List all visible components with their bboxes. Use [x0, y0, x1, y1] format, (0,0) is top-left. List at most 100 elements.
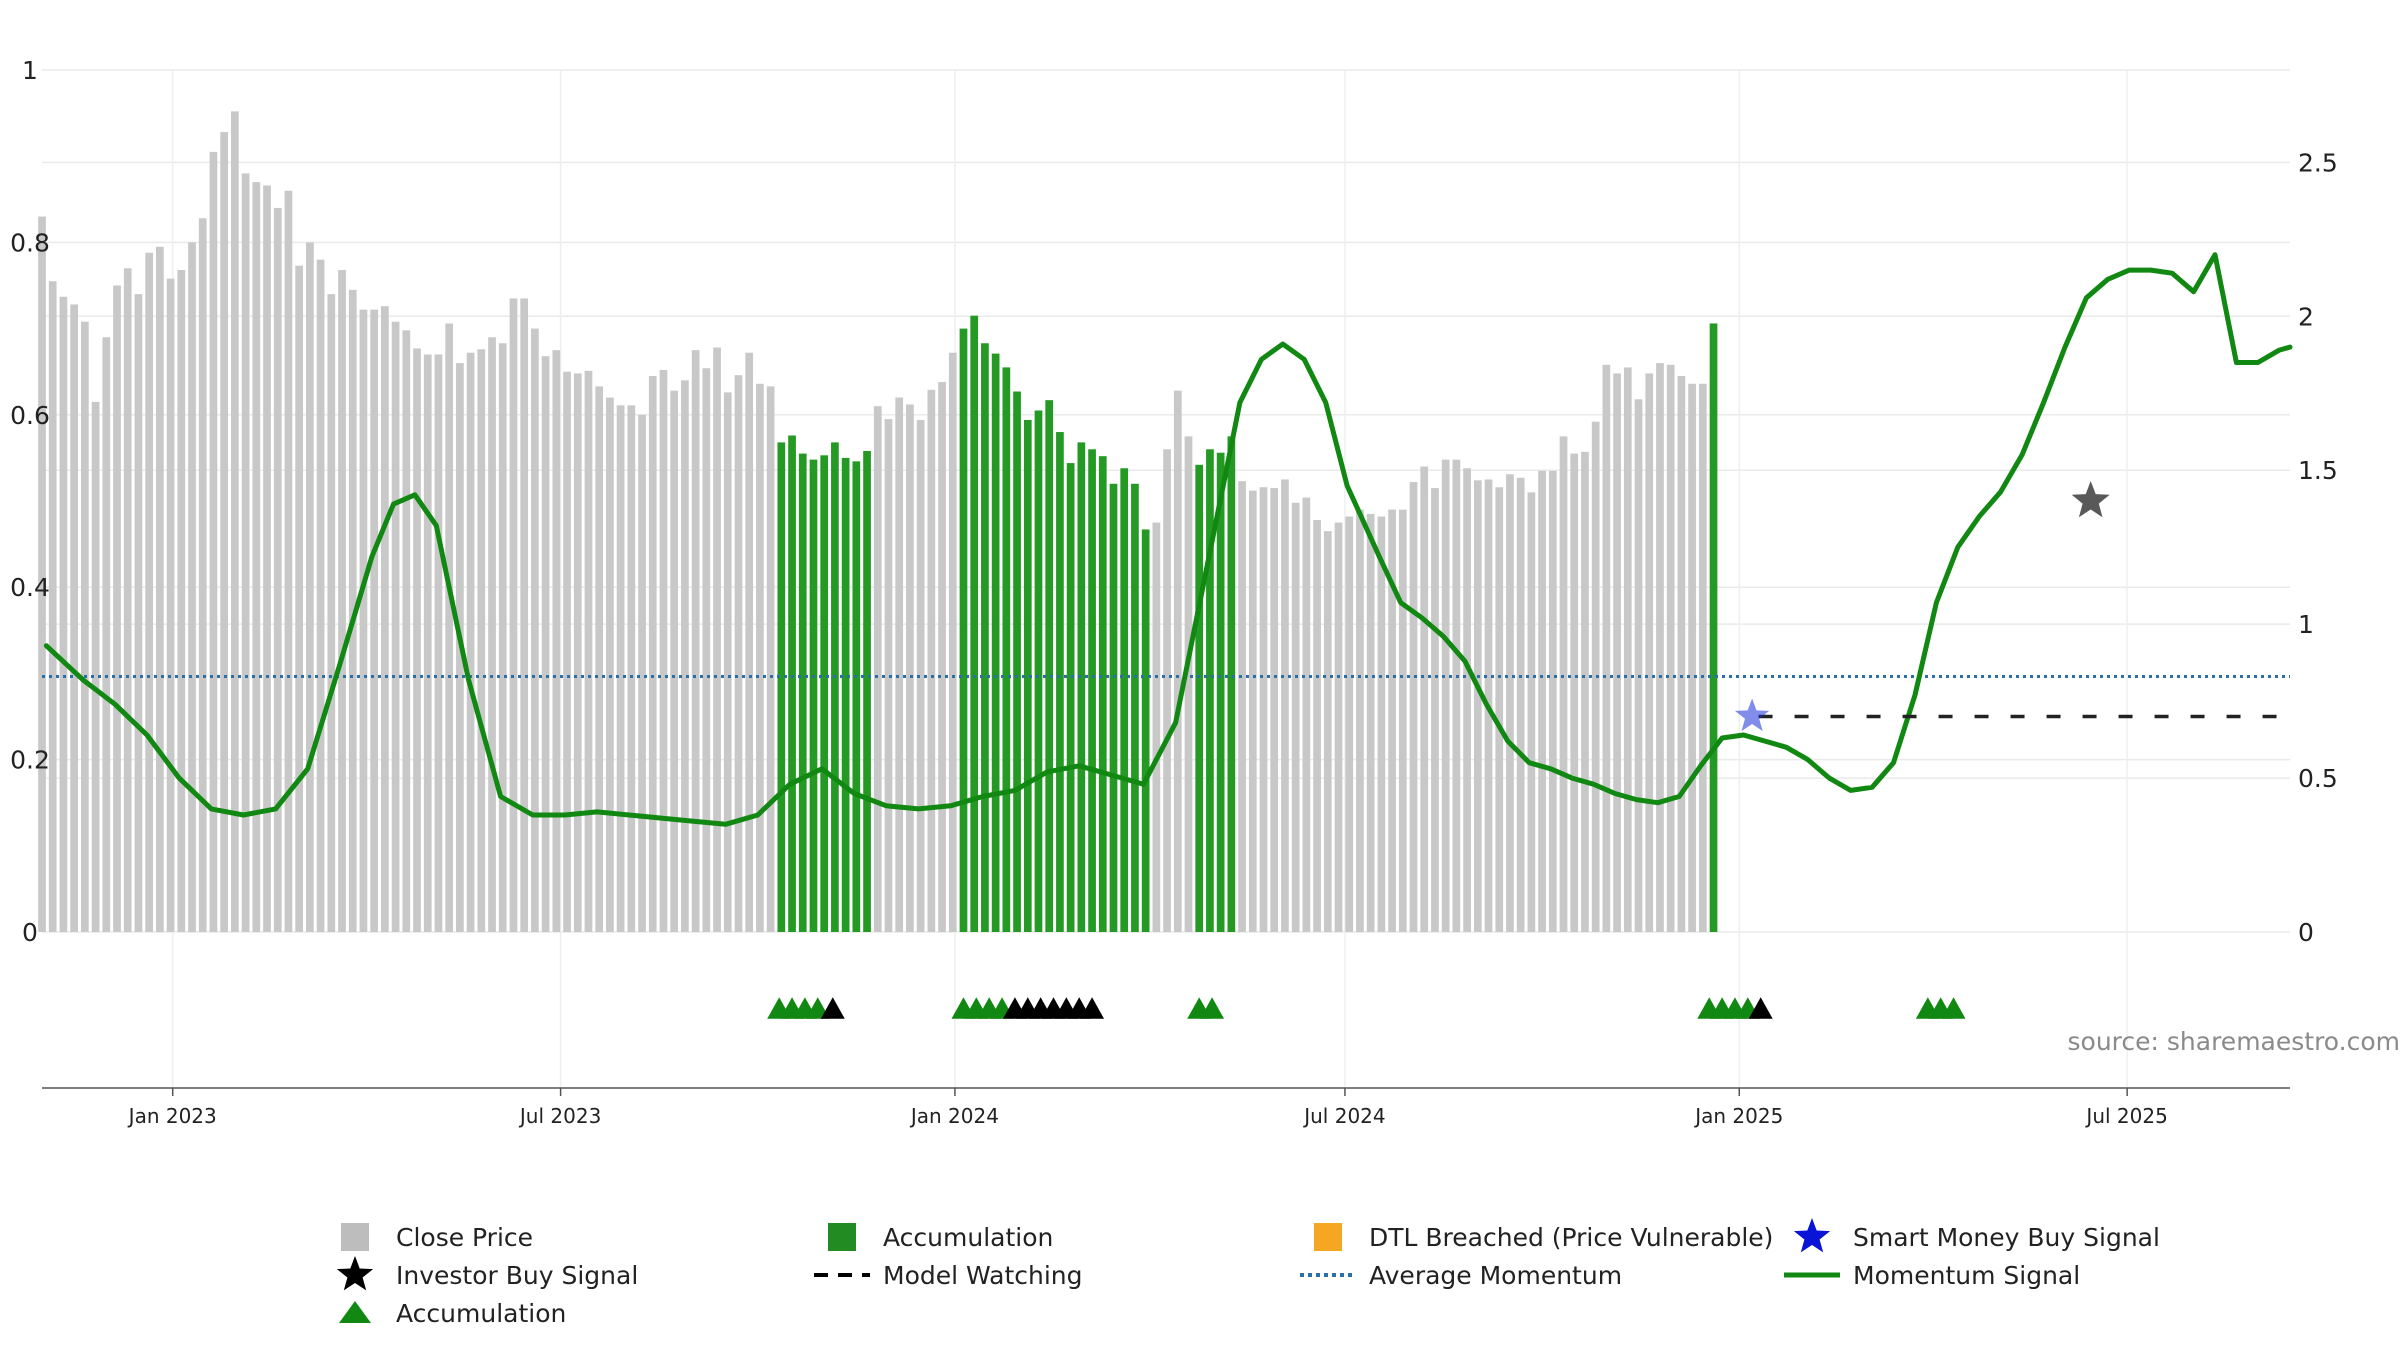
accumulation-bar: [1216, 452, 1225, 932]
x-tick-label: Jul 2023: [518, 1104, 601, 1128]
close-price-bar: [1495, 487, 1504, 932]
legend-label: Investor Buy Signal: [396, 1261, 638, 1290]
accumulation-bar: [798, 453, 807, 932]
accumulation-bar: [1227, 436, 1236, 932]
close-price-bar: [466, 352, 475, 933]
legend-label: Accumulation: [396, 1299, 566, 1328]
close-price-bar: [263, 185, 271, 932]
close-price-bar: [691, 350, 700, 932]
accumulation-bar: [1195, 464, 1204, 932]
close-price-bar: [723, 392, 732, 932]
close-price-bar: [1656, 363, 1664, 933]
close-price-bar: [423, 354, 432, 933]
close-price-bar: [1377, 516, 1386, 932]
close-price-bar: [1184, 436, 1193, 932]
close-price-bar: [1516, 477, 1525, 932]
close-price-bar: [916, 419, 925, 932]
close-price-bar: [113, 285, 121, 932]
momentum-signal: [43, 252, 2293, 827]
x-tick-label: Jan 2024: [909, 1104, 999, 1128]
close-price-bar: [209, 151, 218, 932]
accumulation-bar: [1709, 323, 1718, 933]
legend-square-icon: [828, 1223, 856, 1251]
close-price-bar: [370, 309, 379, 932]
close-price-bar: [1388, 509, 1396, 932]
right-tick-label: 0.5: [2298, 764, 2338, 793]
close-price-bar: [895, 397, 904, 932]
close-price-bar: [1356, 509, 1364, 932]
close-price-bar: [434, 354, 443, 933]
close-price-bar: [1634, 399, 1643, 932]
close-price-bar: [413, 348, 421, 932]
legend-label: Smart Money Buy Signal: [1853, 1223, 2160, 1252]
close-price-bar: [948, 352, 957, 933]
close-price-bar: [1334, 522, 1343, 932]
close-price-bar: [1473, 480, 1482, 932]
close-price-bar: [927, 389, 936, 932]
investor-buy-star: [2071, 481, 2110, 518]
close-price-bar: [734, 375, 743, 932]
left-tick-label: 1: [22, 56, 38, 85]
close-price-bar: [48, 281, 57, 932]
close-price-bar: [445, 323, 454, 933]
close-price-bar: [1570, 453, 1579, 932]
accumulation-bar: [863, 451, 871, 932]
accumulation-bar: [788, 435, 796, 932]
accumulation-bar: [1045, 400, 1054, 932]
close-price-bar: [402, 330, 411, 933]
accumulation-bar: [841, 457, 850, 932]
close-price-bar: [1698, 383, 1707, 932]
close-price-bar: [273, 207, 282, 933]
close-price-bar: [1591, 421, 1600, 932]
close-price-bar: [541, 356, 550, 933]
close-price-bar: [1527, 492, 1536, 932]
accumulation-bar: [1120, 468, 1129, 932]
close-price-bar: [252, 182, 261, 932]
close-price-bar: [681, 380, 689, 932]
left-tick-label: 0.6: [10, 401, 50, 430]
close-price-bar: [38, 216, 46, 933]
close-price-bar: [1152, 522, 1161, 932]
accumulation-triangle: [1200, 997, 1225, 1019]
close-price-bar: [1677, 376, 1686, 932]
close-price-bar: [627, 405, 636, 932]
signal-markers: [1735, 481, 2280, 732]
close-price-bar: [91, 401, 100, 932]
accumulation-bar: [1141, 529, 1150, 932]
close-price-bar: [1259, 487, 1268, 932]
x-tick-label: Jan 2025: [1693, 1104, 1783, 1128]
close-price-bar: [156, 246, 164, 932]
close-price-bar: [220, 132, 229, 933]
close-price-bar: [1666, 364, 1675, 933]
close-price-bar: [606, 397, 614, 932]
legend: Close Price Accumulation DTL Breached (Pri…: [336, 1218, 2160, 1328]
close-price-bar: [488, 337, 496, 933]
close-price-bar: [1281, 479, 1289, 932]
close-price-bar: [1602, 364, 1611, 933]
x-tick-label: Jan 2023: [127, 1104, 217, 1128]
close-price-bar: [884, 419, 893, 932]
close-price-bar: [231, 111, 239, 933]
close-price-bar: [70, 304, 79, 932]
close-price-bar: [1313, 519, 1321, 932]
close-price-bar: [766, 386, 775, 932]
legend-label: Model Watching: [883, 1261, 1083, 1290]
close-price-bar: [1613, 373, 1621, 932]
accumulation-bar: [959, 328, 968, 933]
accumulation-bar: [970, 315, 979, 932]
close-price-bar: [938, 382, 946, 932]
close-price-bar: [1173, 390, 1182, 932]
accumulation-bar: [1098, 456, 1107, 932]
close-price-bar: [1270, 488, 1279, 932]
left-tick-label: 0.8: [10, 228, 50, 257]
close-price-bar: [1345, 516, 1354, 932]
close-price-bar: [134, 294, 143, 932]
close-price-bar: [520, 298, 529, 932]
close-price-bar: [327, 294, 336, 932]
accumulation-bar: [1206, 449, 1214, 932]
accumulation-bar: [1088, 449, 1096, 932]
close-price-bar: [477, 349, 486, 933]
close-price-bar: [552, 350, 561, 932]
investor-buy-triangle: [1080, 997, 1105, 1019]
